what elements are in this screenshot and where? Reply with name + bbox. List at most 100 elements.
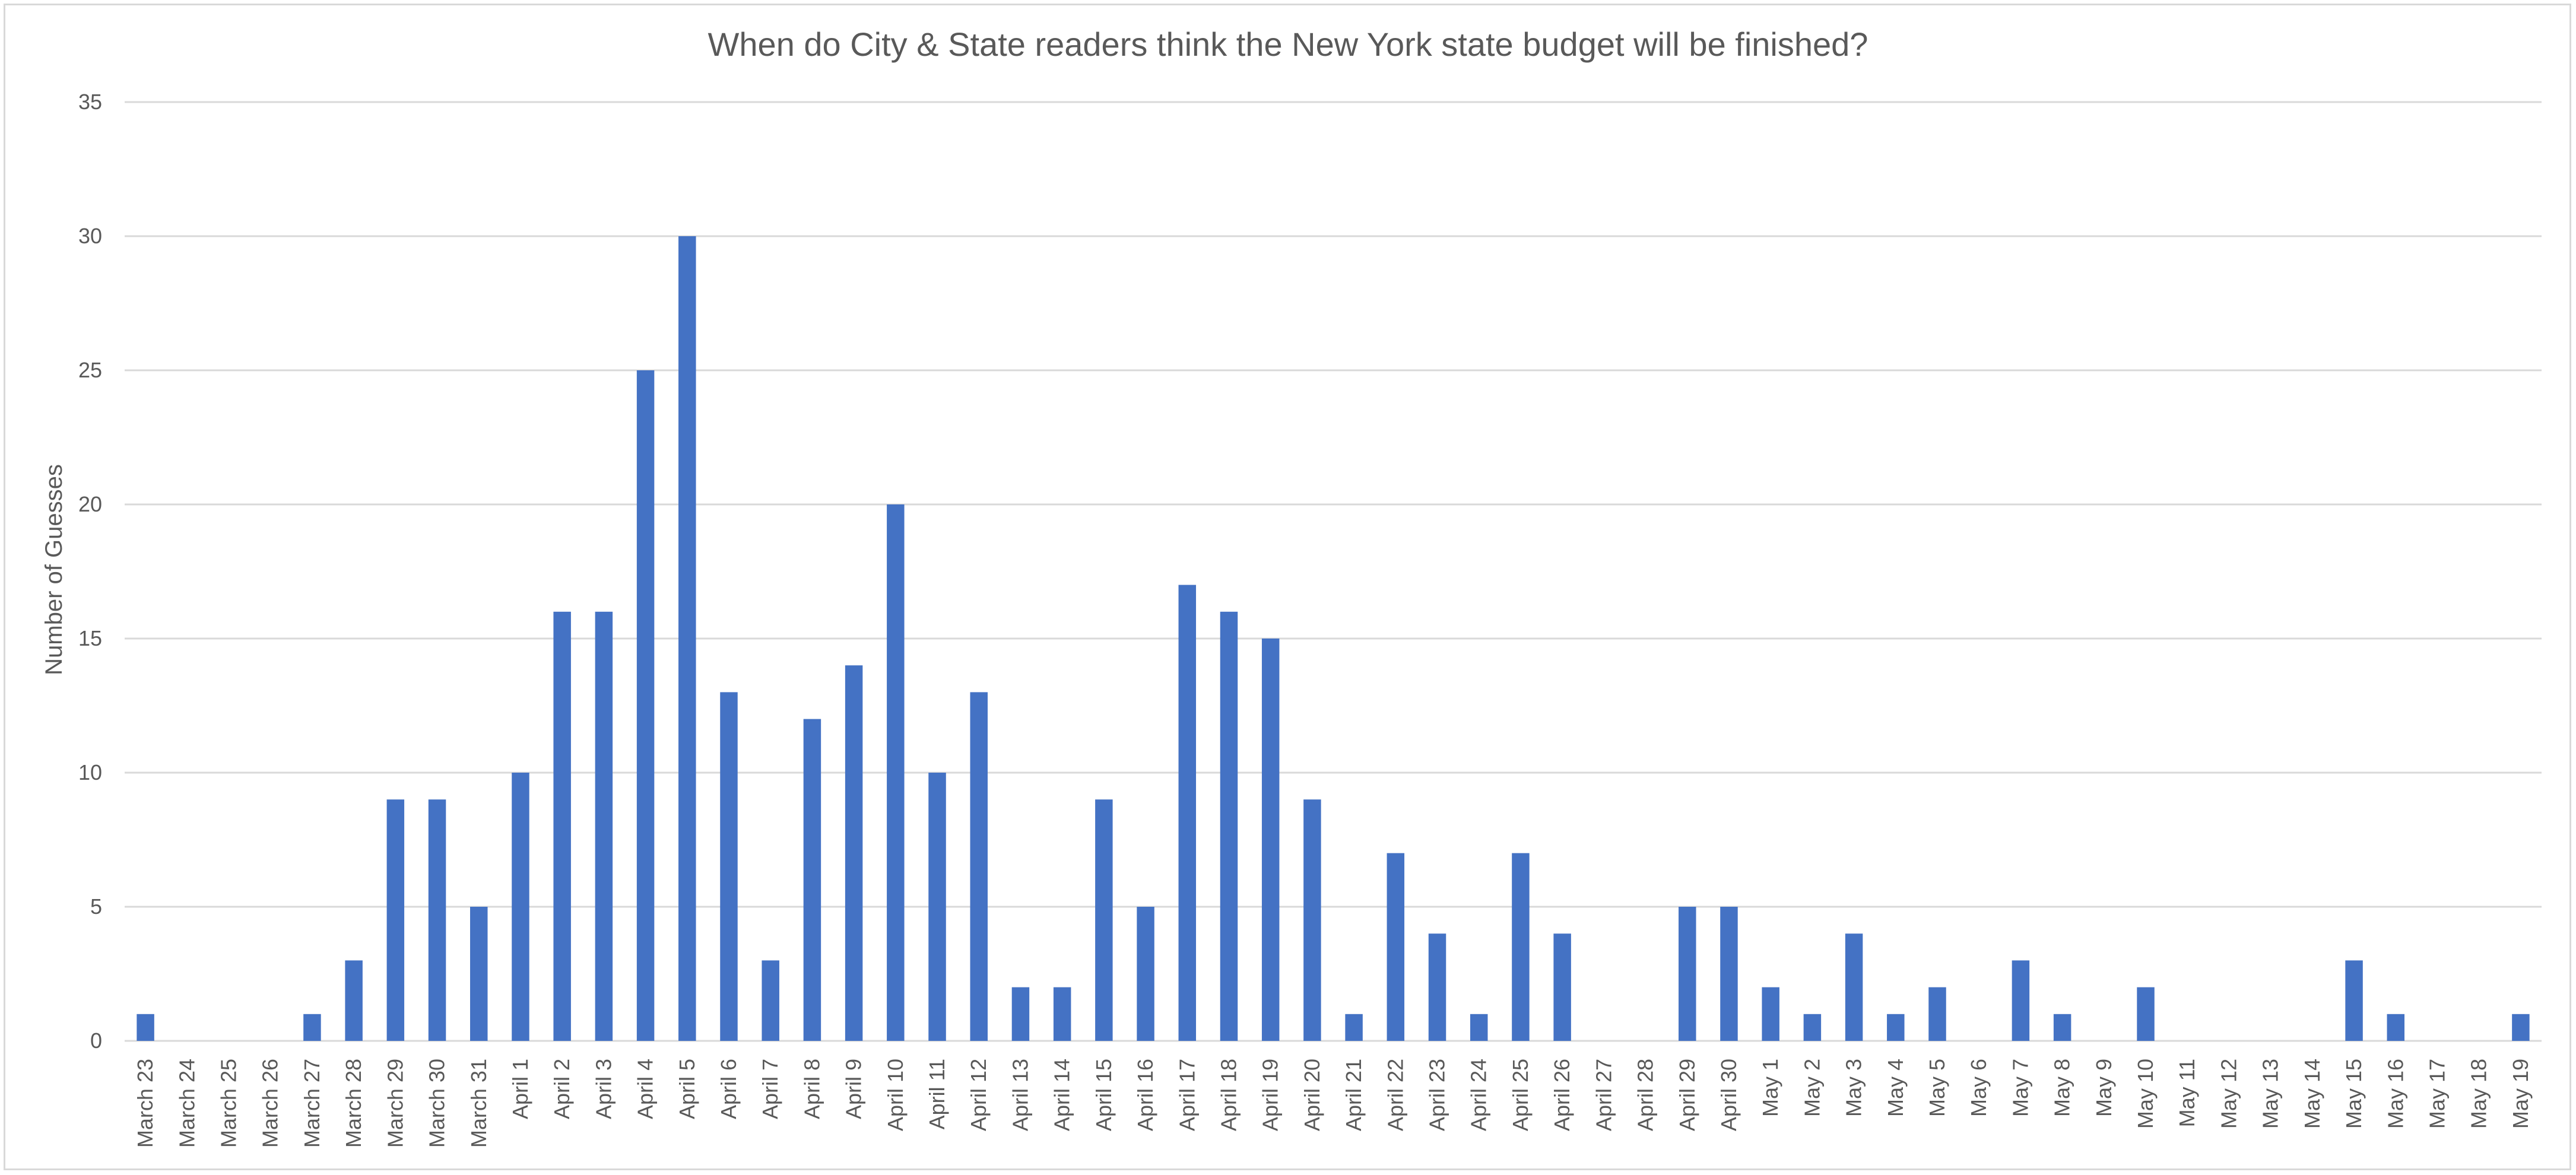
x-tick-label: April 21 (1341, 1059, 1366, 1131)
bar (2137, 987, 2155, 1041)
x-tick-label: April 3 (591, 1059, 616, 1119)
x-tick-label: March 26 (258, 1059, 283, 1148)
bar (2387, 1014, 2405, 1041)
bar (1428, 933, 1446, 1041)
bar (303, 1014, 321, 1041)
x-tick-label: May 4 (1883, 1059, 1908, 1117)
x-tick-label: April 15 (1092, 1059, 1116, 1131)
bar (720, 692, 738, 1041)
x-tick-label: May 17 (2425, 1059, 2449, 1129)
bar (386, 799, 405, 1041)
x-tick-label: April 14 (1050, 1059, 1074, 1131)
chart-frame (4, 4, 2571, 1170)
x-tick-label: April 19 (1258, 1059, 1283, 1131)
x-tick-label: May 15 (2342, 1059, 2366, 1129)
x-tick-label: April 18 (1216, 1059, 1241, 1131)
x-tick-label: April 6 (716, 1059, 741, 1119)
bar (1928, 987, 1946, 1041)
bar (428, 799, 446, 1041)
x-tick-label: April 11 (925, 1059, 949, 1129)
bar (2053, 1014, 2071, 1041)
bar (1011, 987, 1030, 1041)
x-tick-label: April 9 (842, 1059, 866, 1119)
bar (470, 907, 488, 1041)
x-tick-label: April 25 (1508, 1059, 1533, 1131)
x-tick-label: March 27 (300, 1059, 324, 1148)
bar (970, 692, 988, 1041)
bar (1261, 639, 1280, 1041)
bar (1762, 987, 1779, 1041)
x-tick-label: May 7 (2008, 1059, 2032, 1117)
x-tick-label: April 16 (1133, 1059, 1157, 1131)
bar (1387, 853, 1405, 1041)
x-tick-label: March 24 (175, 1059, 199, 1148)
bar (1178, 585, 1197, 1041)
x-tick-label: May 16 (2383, 1059, 2407, 1129)
x-tick-label: May 19 (2508, 1059, 2533, 1129)
x-tick-label: April 20 (1300, 1059, 1324, 1131)
y-tick-label: 25 (78, 358, 102, 382)
x-tick-label: May 14 (2300, 1059, 2324, 1129)
bar (1470, 1014, 1488, 1041)
bar (1553, 933, 1571, 1041)
x-tick-label: May 2 (1800, 1059, 1824, 1117)
x-tick-label: May 11 (2175, 1059, 2199, 1127)
bar (1095, 799, 1113, 1041)
bar (803, 719, 821, 1041)
x-tick-label: May 6 (1966, 1059, 1991, 1117)
bar (845, 665, 863, 1041)
x-tick-label: May 5 (1925, 1059, 1949, 1117)
x-tick-label: March 30 (425, 1059, 449, 1148)
x-tick-label: April 22 (1383, 1059, 1407, 1131)
x-tick-label: May 10 (2133, 1059, 2158, 1129)
bar (1512, 853, 1530, 1041)
x-tick-label: April 30 (1717, 1059, 1741, 1131)
bar (1220, 611, 1238, 1041)
x-tick-label: March 29 (383, 1059, 407, 1148)
x-tick-label: March 25 (217, 1059, 241, 1148)
y-tick-label: 15 (78, 626, 102, 650)
x-tick-label: April 8 (800, 1059, 824, 1119)
x-tick-label: April 24 (1467, 1059, 1491, 1131)
x-tick-label: April 28 (1633, 1059, 1658, 1131)
bar (553, 611, 571, 1041)
x-tick-label: May 9 (2092, 1059, 2116, 1117)
y-tick-label: 35 (78, 90, 102, 114)
bar (1137, 907, 1154, 1041)
bar (2012, 960, 2030, 1041)
bar (137, 1014, 154, 1041)
bar (1720, 907, 1738, 1041)
bar (887, 504, 905, 1041)
x-tick-label: March 23 (133, 1059, 157, 1148)
x-tick-label: April 29 (1675, 1059, 1699, 1131)
bar (1887, 1014, 1905, 1041)
y-tick-label: 10 (78, 760, 102, 785)
x-tick-label: March 28 (341, 1059, 366, 1148)
x-tick-label: April 26 (1550, 1059, 1574, 1131)
y-axis-title: Number of Guesses (41, 464, 67, 675)
gridlines (125, 101, 2542, 1042)
x-tick-label: May 13 (2258, 1059, 2283, 1129)
bar (2512, 1014, 2530, 1041)
x-tick-label: May 3 (1842, 1059, 1866, 1117)
x-tick-label: March 31 (467, 1059, 491, 1148)
x-tick-label: May 12 (2216, 1059, 2241, 1129)
x-tick-label: April 2 (550, 1059, 574, 1119)
bar (1679, 907, 1696, 1041)
chart-title: When do City & State readers think the N… (708, 26, 1868, 63)
x-tick-label: April 4 (633, 1059, 658, 1119)
x-tick-label: April 1 (508, 1059, 532, 1119)
x-axis-ticks: March 23 March 24 March 25 March 26 March 27… (133, 1059, 2533, 1148)
x-tick-label: April 23 (1425, 1059, 1449, 1131)
x-tick-label: April 7 (758, 1059, 782, 1119)
bar (1053, 987, 1071, 1041)
x-tick-label: May 18 (2467, 1059, 2491, 1129)
x-tick-label: April 27 (1591, 1059, 1616, 1131)
y-tick-label: 5 (90, 894, 102, 919)
y-axis-ticks: 0 5 10 15 20 25 30 35 (78, 90, 102, 1053)
x-tick-label: April 17 (1175, 1059, 1199, 1131)
bar (762, 960, 779, 1041)
x-tick-label: April 10 (883, 1059, 908, 1131)
